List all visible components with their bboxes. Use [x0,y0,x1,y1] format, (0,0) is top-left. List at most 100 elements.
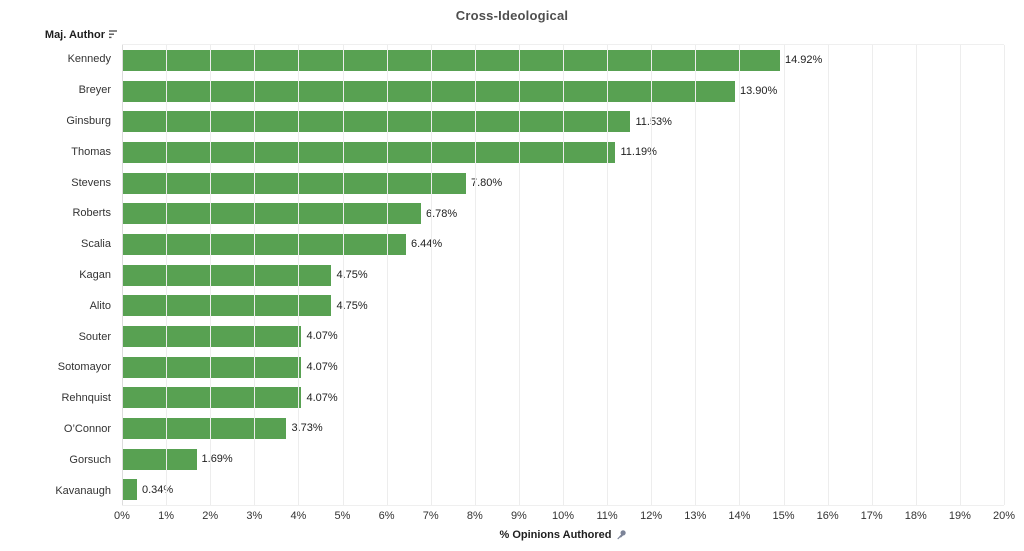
category-labels-column: Kennedy Breyer Ginsburg Thomas Stevens Robert… [0,44,117,506]
x-axis-tick-label: 1% [158,510,175,522]
bar[interactable] [122,203,421,225]
bar-value-label: 4.07% [306,391,338,404]
bar[interactable] [122,111,631,133]
category-label: Breyer [78,84,111,97]
bar[interactable] [122,80,735,102]
x-axis-tick-label: 17% [860,510,883,522]
gridline [739,45,741,505]
category-label: O’Connor [63,422,111,435]
row-header[interactable]: Maj. Author [0,29,119,42]
bar[interactable] [122,417,287,439]
bar-row: 13.90% [122,76,1004,107]
sort-descending-icon[interactable] [108,30,119,42]
x-axis-title-label: % Opinions Authored [499,529,612,541]
bar-value-label: 6.44% [411,238,443,251]
bar-row: 1.69% [122,444,1004,475]
gridline [254,45,256,505]
bar[interactable] [122,295,332,317]
category-label: Gorsuch [69,453,111,466]
gridline [518,45,520,505]
bar-value-label: 4.75% [336,299,368,312]
x-axis-tick-label: 7% [422,510,439,522]
x-axis-tick-label: 12% [640,510,663,522]
plot-area: 14.92% 13.90% 11.53% 11.19% 7.80% 6.78% 6.44% 4… [122,44,1005,506]
category-label: Rehnquist [61,392,111,405]
bar-value-label: 14.92% [784,54,823,67]
pin-icon[interactable] [616,530,627,543]
bar[interactable] [122,172,466,194]
bar-row: 4.75% [122,260,1004,291]
bar[interactable] [122,233,406,255]
x-axis-tick-label: 6% [378,510,395,522]
gridline [783,45,785,505]
bar[interactable] [122,325,302,347]
bar-value-label: 13.90% [739,85,778,97]
category-label: Kennedy [67,53,111,66]
gridline [959,45,961,505]
x-axis-tick-label: 18% [904,510,927,522]
bar-value-label: 4.07% [306,330,338,343]
bar-row: 6.44% [122,229,1004,260]
gridline [298,45,300,505]
gridline [827,45,829,505]
bar-row: 14.92% [122,45,1004,76]
category-label: Scalia [81,238,111,251]
bar-value-label: 11.53% [635,115,672,128]
bar[interactable] [122,141,616,163]
gridline [695,45,697,505]
bar-value-label: 6.78% [425,207,458,220]
category-label: Sotomayor [57,361,111,374]
bar-row: 7.80% [122,168,1004,199]
bar[interactable] [122,49,780,71]
gridline [210,45,212,505]
x-axis-tick-label: 14% [728,510,751,522]
bar-value-label: 11.19% [620,146,657,159]
x-axis-tick-label: 20% [992,510,1016,522]
x-axis-tick-label: 13% [684,510,707,522]
category-label: Kagan [79,268,111,281]
bar-value-label: 4.75% [336,269,368,282]
bar-rows: 14.92% 13.90% 11.53% 11.19% 7.80% 6.78% 6.44% 4… [122,45,1004,505]
bar[interactable] [122,387,302,409]
chart-title: Cross-Ideological [455,8,569,23]
gridline [1004,45,1005,505]
gridline [430,45,432,505]
x-axis-tick-label: 0% [114,510,130,522]
category-label: Roberts [72,207,111,220]
bar[interactable] [122,479,137,501]
gridline [342,45,344,505]
bar-value-label: 0.34% [141,483,174,496]
gridline [122,45,123,505]
x-axis-tick-label: 2% [202,510,219,522]
x-axis-tick-label: 19% [948,510,971,522]
category-label: Alito [89,299,111,312]
row-header-label: Maj. Author [44,29,105,41]
category-label: Kavanaugh [55,484,111,497]
bar-value-label: 3.73% [291,422,323,435]
bar-value-label: 4.07% [306,361,338,374]
x-axis-tick-label: 9% [510,510,527,522]
bar[interactable] [122,356,302,378]
bar-value-label: 1.69% [201,453,233,466]
gridline [651,45,653,505]
category-label: Thomas [71,145,111,158]
gridline [915,45,917,505]
bar-value-label: 7.80% [470,177,503,190]
bar-row: 6.78% [122,198,1004,229]
gridline [474,45,476,505]
bar-row: 11.53% [122,106,1004,137]
x-axis-tick-label: 11% [596,510,618,522]
bar-row: 0.34% [122,474,1004,505]
category-label: Souter [78,330,111,343]
x-axis-tick-label: 4% [290,510,307,522]
x-axis-tick-label: 16% [816,510,839,522]
gridline [607,45,609,505]
gridline [166,45,168,505]
category-label: Ginsburg [66,114,111,127]
gridline [386,45,388,505]
x-axis-tick-label: 5% [334,510,351,522]
x-axis-title: % Opinions Authored [122,529,1004,543]
bar[interactable] [122,264,332,286]
gridline [871,45,873,505]
bar[interactable] [122,448,197,470]
